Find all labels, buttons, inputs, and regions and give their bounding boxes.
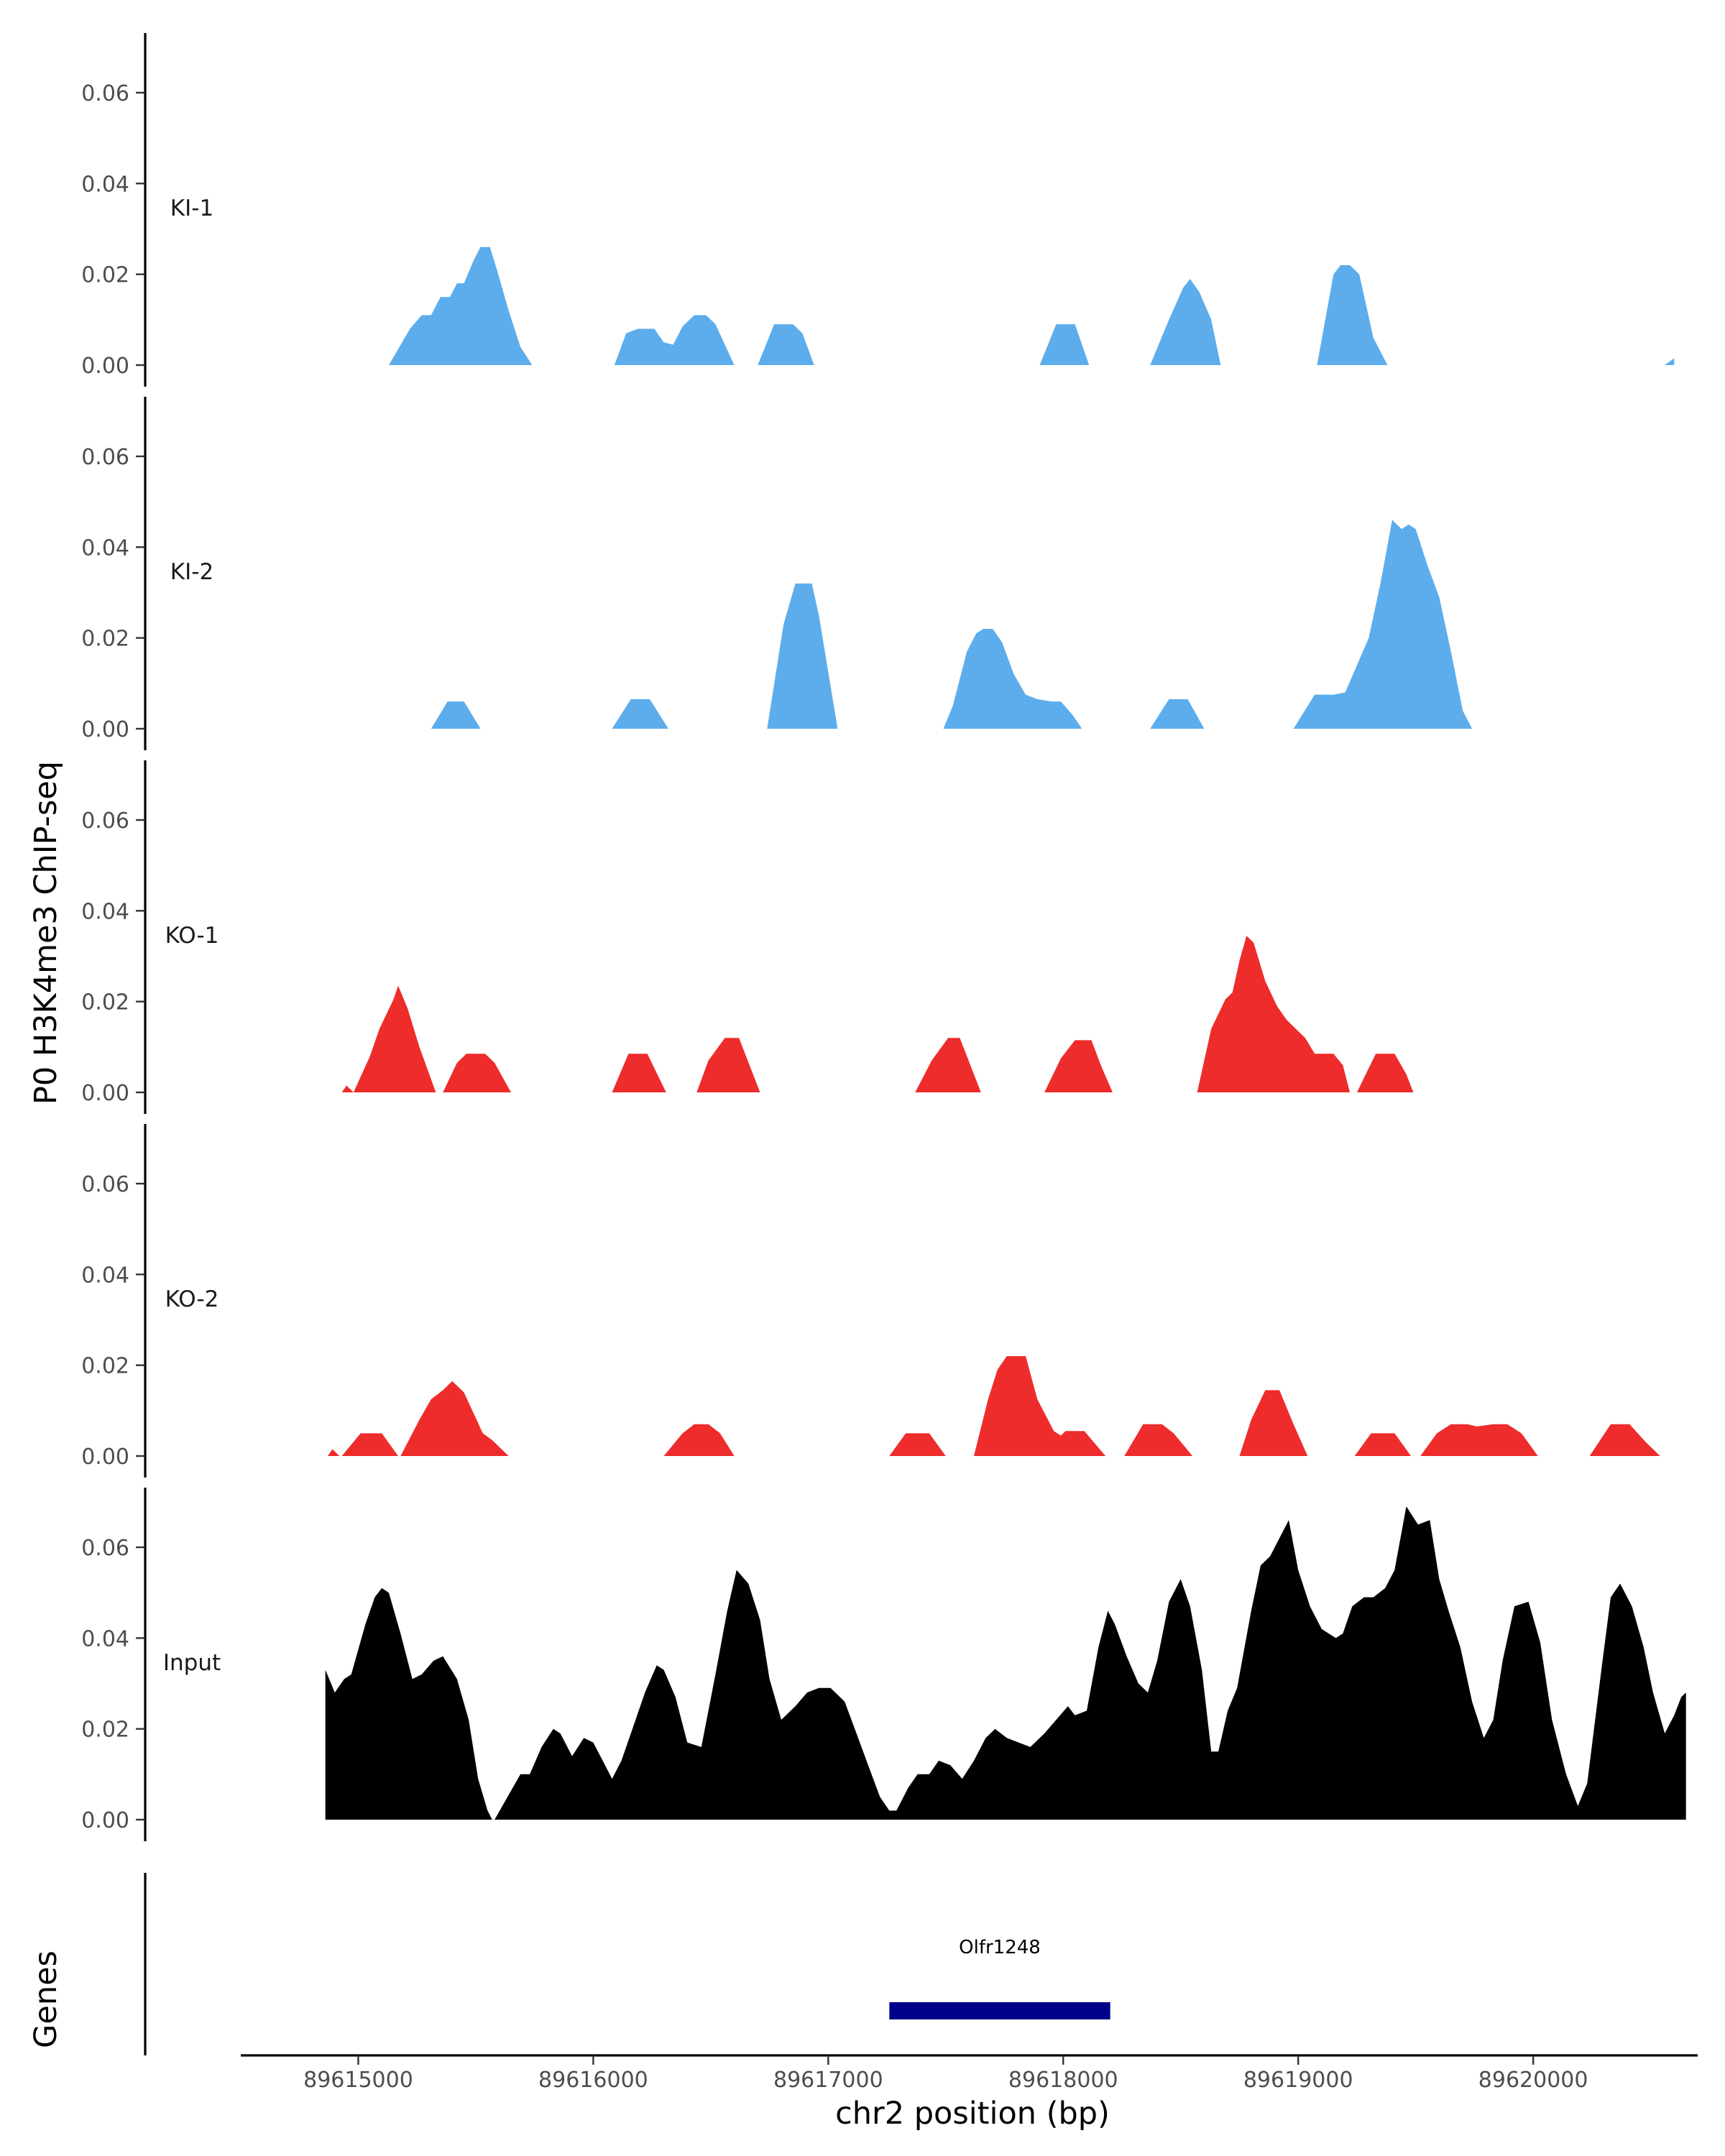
y-tick-label-input: 0.04	[81, 1626, 129, 1651]
x-tick-label: 89617000	[773, 2068, 883, 2093]
gene-track-title: Genes	[28, 1950, 64, 2048]
y-tick-label-ko-2: 0.04	[81, 1263, 129, 1288]
y-tick-label-ki-1: 0.02	[81, 263, 129, 288]
y-tick-label-ko-2: 0.06	[81, 1172, 129, 1197]
x-tick-label: 89619000	[1243, 2068, 1353, 2093]
y-tick-label-ki-2: 0.04	[81, 535, 129, 561]
chipseq-tracks: 0.00 0.02 0.04 0.06 KI-1 0.00 0.02 0.04 0.06 KI-2…	[81, 33, 1686, 1841]
track-input: 0.00 0.02 0.04 0.06 Input	[81, 1488, 1686, 1841]
y-tick-label-ko-1: 0.06	[81, 808, 129, 834]
x-tick-label: 89615000	[303, 2068, 413, 2093]
track-label-ko-1: KO-1	[165, 923, 219, 949]
x-tick-label: 89616000	[538, 2068, 648, 2093]
y-tick-label-ki-1: 0.04	[81, 172, 129, 197]
y-tick-label-ko-1: 0.04	[81, 899, 129, 924]
track-ki-1: 0.00 0.02 0.04 0.06 KI-1	[81, 33, 1675, 387]
track-ki-2: 0.00 0.02 0.04 0.06 KI-2	[81, 397, 1675, 750]
track-label-input: Input	[163, 1650, 221, 1676]
track-label-ki-2: KI-2	[170, 559, 213, 585]
y-tick-label-ki-2: 0.06	[81, 445, 129, 470]
track-ko-1: 0.00 0.02 0.04 0.06 KO-1	[81, 760, 1414, 1114]
area-ko-2	[328, 1356, 1660, 1456]
y-tick-label-ko-1: 0.00	[81, 1081, 129, 1106]
area-ki-1	[389, 247, 1675, 365]
x-axis: 89615000 89616000 89617000 89618000 89619000…	[241, 2054, 1698, 2093]
y-tick-label-ki-1: 0.06	[81, 81, 129, 106]
x-tick-label: 89620000	[1478, 2068, 1588, 2093]
area-ki-2	[431, 520, 1675, 729]
x-axis-title: chr2 position (bp)	[835, 2096, 1110, 2132]
area-input	[325, 1506, 1686, 1820]
gene-label-olfr1248: Olfr1248	[959, 1937, 1041, 1958]
track-ko-2: 0.00 0.02 0.04 0.06 KO-2	[81, 1124, 1660, 1478]
y-tick-label-ko-1: 0.02	[81, 990, 129, 1015]
y-tick-label-ko-2: 0.00	[81, 1445, 129, 1470]
y-tick-label-ki-2: 0.00	[81, 717, 129, 742]
y-tick-label-input: 0.06	[81, 1536, 129, 1561]
gene-bar-olfr1248	[889, 2002, 1110, 2019]
y-tick-label-input: 0.00	[81, 1808, 129, 1833]
area-ko-1	[341, 936, 1414, 1092]
gene-track: Olfr1248	[144, 1873, 1110, 2055]
track-label-ki-1: KI-1	[170, 195, 213, 221]
y-axis-title: P0 H3K4me3 ChIP-seq	[28, 761, 64, 1105]
y-tick-label-input: 0.02	[81, 1718, 129, 1743]
y-tick-label-ko-2: 0.02	[81, 1354, 129, 1379]
x-tick-label: 89618000	[1008, 2068, 1118, 2093]
track-label-ko-2: KO-2	[165, 1286, 219, 1312]
y-tick-label-ki-2: 0.02	[81, 627, 129, 652]
y-tick-label-ki-1: 0.00	[81, 354, 129, 379]
